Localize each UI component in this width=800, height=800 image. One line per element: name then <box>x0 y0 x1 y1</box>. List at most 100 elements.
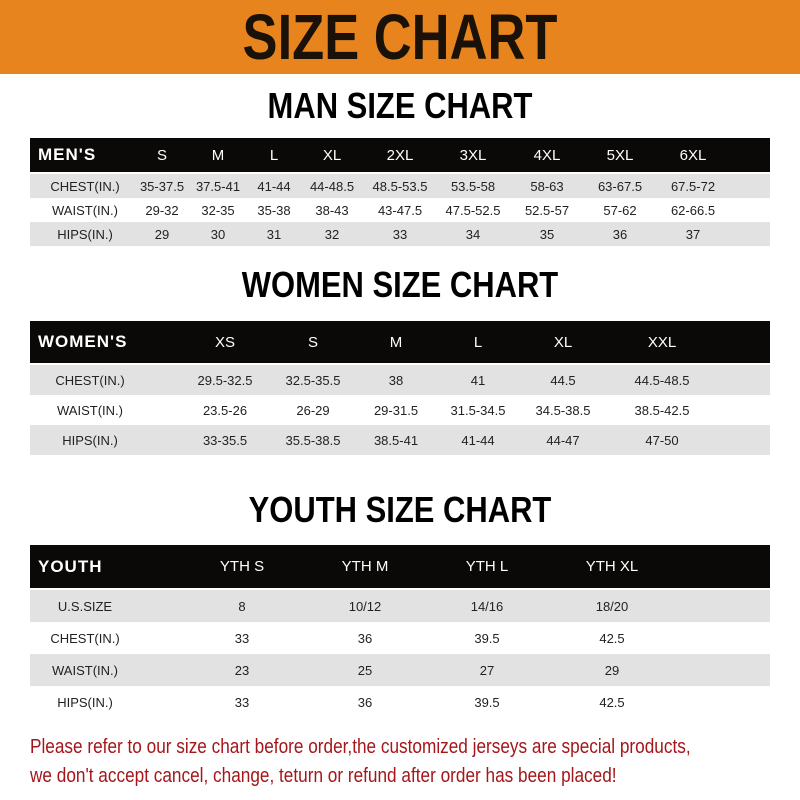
measurement-value: 47-50 <box>645 432 679 448</box>
size-column-header: 2XL <box>386 146 414 164</box>
measurement-value: 35-37.5 <box>139 178 185 194</box>
size-column-header: YTH S <box>219 558 265 575</box>
measurement-label: HIPS(IN.) <box>57 694 113 710</box>
measurement-value: 25 <box>357 662 373 678</box>
measurement-label: CHEST(IN.) <box>55 372 125 388</box>
table-row: U.S.SIZE 8 10/12 14/16 18/20 <box>30 590 770 622</box>
table-row: CHEST(IN.) 35-37.5 37.5-41 41-44 44-48.5 48.5… <box>30 174 770 198</box>
measurement-value: 53.5-58 <box>450 178 496 194</box>
disclaimer-line-1: Please refer to our size chart before or… <box>30 736 691 758</box>
measurement-value: 42.5 <box>599 630 625 646</box>
measurement-value: 48.5-53.5 <box>372 178 428 194</box>
table-row: CHEST(IN.) 29.5-32.5 32.5-35.5 38 41 44.5 44.5… <box>30 365 770 395</box>
size-column-header: XL <box>553 333 573 351</box>
measurement-value: 32 <box>324 226 340 242</box>
measurement-value: 44.5 <box>550 372 576 388</box>
measurement-value: 23 <box>234 662 250 678</box>
size-column-header: 4XL <box>533 146 561 164</box>
size-column-header: M <box>389 333 403 351</box>
measurement-value: 33-35.5 <box>202 432 248 448</box>
youth-section-title: YOUTH SIZE CHART <box>248 489 552 530</box>
measurement-value: 39.5 <box>474 694 500 710</box>
table-row: CHEST(IN.) 33 36 39.5 42.5 <box>30 622 770 654</box>
measurement-value: 52.5-57 <box>524 202 570 218</box>
table-category-label: YOUTH <box>38 556 103 576</box>
measurement-value: 35-38 <box>257 202 291 218</box>
measurement-value: 41 <box>470 372 486 388</box>
table-category-label: MEN'S <box>38 145 97 164</box>
measurement-value: 23.5-26 <box>202 402 248 418</box>
measurement-value: 62-66.5 <box>670 202 716 218</box>
table-header-row: MEN'S S M L XL 2XL 3XL 4XL 5XL 6XL <box>30 138 770 172</box>
measurement-value: 36 <box>357 694 373 710</box>
size-column-header: YTH M <box>341 558 389 575</box>
table-header-row: WOMEN'S XS S M L XL XXL <box>30 321 770 363</box>
table-row: WAIST(IN.) 23.5-26 26-29 29-31.5 31.5-34.5 34… <box>30 395 770 425</box>
measurement-label: WAIST(IN.) <box>52 662 118 678</box>
table-row: HIPS(IN.) 33 36 39.5 42.5 <box>30 686 770 718</box>
measurement-value: 33 <box>234 694 250 710</box>
size-chart-banner: SIZE CHART <box>0 0 800 74</box>
measurement-value: 32.5-35.5 <box>285 372 341 388</box>
size-column-header: L <box>473 333 483 351</box>
measurement-value: 44-48.5 <box>309 178 355 194</box>
size-column-header: M <box>211 146 225 164</box>
measurement-value: 31 <box>266 226 282 242</box>
measurement-value: 31.5-34.5 <box>450 402 506 418</box>
size-column-header: S <box>307 333 319 351</box>
measurement-value: 38.5-41 <box>373 432 419 448</box>
measurement-value: 63-67.5 <box>597 178 643 194</box>
measurement-value: 57-62 <box>603 202 637 218</box>
measurement-label: WAIST(IN.) <box>57 402 123 418</box>
measurement-value: 34.5-38.5 <box>535 402 591 418</box>
table-row: WAIST(IN.) 23 25 27 29 <box>30 654 770 686</box>
table-category-label: WOMEN'S <box>38 332 128 351</box>
measurement-value: 29.5-32.5 <box>197 372 253 388</box>
table-row: HIPS(IN.) 33-35.5 35.5-38.5 38.5-41 41-44 44-… <box>30 425 770 455</box>
measurement-value: 29 <box>604 662 620 678</box>
size-column-header: L <box>269 146 279 164</box>
measurement-value: 41-44 <box>461 432 495 448</box>
table-row: WAIST(IN.) 29-32 32-35 35-38 38-43 43-47.5 47.… <box>30 198 770 222</box>
measurement-value: 33 <box>392 226 408 242</box>
measurement-label: CHEST(IN.) <box>50 178 120 194</box>
disclaimer-line-2: we don't accept cancel, change, teturn o… <box>30 765 617 787</box>
measurement-value: 37.5-41 <box>195 178 241 194</box>
size-column-header: YTH L <box>465 558 509 575</box>
measurement-label: WAIST(IN.) <box>52 202 118 218</box>
measurement-value: 47.5-52.5 <box>445 202 501 218</box>
measurement-value: 14/16 <box>470 598 504 614</box>
table-row: HIPS(IN.) 29 30 31 32 33 34 35 36 37 <box>30 222 770 246</box>
table-header-row: YOUTH YTH S YTH M YTH L YTH XL <box>30 545 770 588</box>
measurement-value: 29-31.5 <box>373 402 419 418</box>
measurement-value: 18/20 <box>595 598 629 614</box>
measurement-value: 10/12 <box>348 598 382 614</box>
measurement-value: 58-63 <box>530 178 564 194</box>
measurement-value: 29 <box>154 226 170 242</box>
measurement-value: 32-35 <box>201 202 235 218</box>
size-column-header: S <box>156 146 168 164</box>
size-column-header: XS <box>214 333 236 351</box>
size-column-header: XL <box>322 146 342 164</box>
measurement-value: 35 <box>539 226 555 242</box>
measurement-value: 30 <box>210 226 226 242</box>
measurement-value: 67.5-72 <box>670 178 716 194</box>
measurement-value: 37 <box>685 226 701 242</box>
measurement-label: HIPS(IN.) <box>62 432 118 448</box>
measurement-label: U.S.SIZE <box>57 598 113 614</box>
women-section-title: WOMEN SIZE CHART <box>241 264 559 305</box>
measurement-value: 27 <box>479 662 495 678</box>
measurement-value: 44-47 <box>546 432 580 448</box>
men-section-title: MAN SIZE CHART <box>267 85 533 126</box>
measurement-value: 8 <box>238 598 246 614</box>
measurement-value: 36 <box>357 630 373 646</box>
measurement-value: 38-43 <box>315 202 349 218</box>
measurement-value: 41-44 <box>257 178 291 194</box>
measurement-value: 33 <box>234 630 250 646</box>
size-column-header: YTH XL <box>585 558 639 575</box>
size-column-header: 6XL <box>679 146 707 164</box>
banner-title: SIZE CHART <box>242 1 558 73</box>
measurement-value: 43-47.5 <box>377 202 423 218</box>
measurement-value: 34 <box>465 226 481 242</box>
size-column-header: 5XL <box>606 146 634 164</box>
